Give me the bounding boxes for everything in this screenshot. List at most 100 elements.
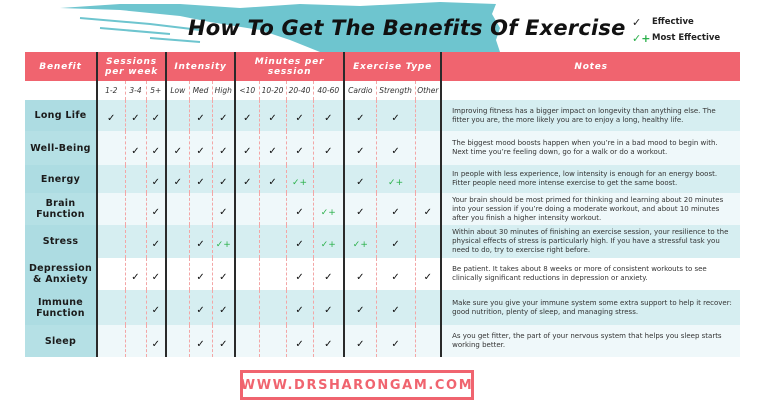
rating-cell: ✓ xyxy=(146,225,168,258)
rating-cell: ✓ xyxy=(259,165,287,193)
rating-cell: ✓+ xyxy=(313,225,346,258)
rating-cell: ✓ xyxy=(146,100,168,131)
benefit-label: Depression & Anxiety xyxy=(25,258,98,290)
table-row: Stress ✓ ✓ ✓+ ✓ ✓+ ✓+ ✓ Within about 30 minutes … xyxy=(25,225,741,258)
rating-cell xyxy=(97,290,126,325)
check-icon: ✓ xyxy=(196,271,205,283)
rating-cell: ✓ xyxy=(344,165,377,193)
rating-cell xyxy=(259,193,287,225)
rating-cell: ✓ xyxy=(344,290,377,325)
check-icon: ✓ xyxy=(391,271,400,283)
rating-cell xyxy=(415,131,443,165)
benefit-label: Immune Function xyxy=(25,290,98,325)
check-icon: ✓ xyxy=(196,176,205,188)
check-icon: ✓ xyxy=(391,239,400,250)
rating-cell xyxy=(313,165,346,193)
subheader: 5+ xyxy=(146,81,168,100)
rating-cell: ✓ xyxy=(212,193,237,225)
benefit-label: Long Life xyxy=(25,100,98,131)
rating-cell xyxy=(415,100,443,131)
rating-cell: ✓ xyxy=(146,325,168,357)
rating-cell: ✓ xyxy=(189,225,213,258)
check-icon: ✓ xyxy=(151,145,160,157)
check-plus-icon: ✓+ xyxy=(320,207,336,218)
check-icon: ✓ xyxy=(151,113,160,124)
table-row: Depression & Anxiety ✓ ✓ ✓ ✓ ✓ ✓ ✓ ✓ ✓ Be patient.… xyxy=(25,258,741,290)
table-row: Energy ✓ ✓ ✓ ✓ ✓ ✓ ✓+ ✓ ✓+ In people with less exp… xyxy=(25,165,741,193)
rating-cell: ✓ xyxy=(189,290,213,325)
rating-cell: ✓ xyxy=(376,290,416,325)
rating-cell: ✓ xyxy=(376,131,416,165)
rating-cell: ✓ xyxy=(313,100,346,131)
note-text: As you get fitter, the part of your nerv… xyxy=(441,325,741,357)
rating-cell: ✓ xyxy=(344,258,377,290)
check-icon: ✓ xyxy=(196,239,205,250)
subheader: 20-40 xyxy=(286,81,314,100)
check-icon: ✓ xyxy=(151,206,160,218)
rating-cell xyxy=(97,131,126,165)
rating-cell: ✓ xyxy=(146,131,168,165)
check-icon: ✓ xyxy=(243,176,252,188)
check-icon: ✓ xyxy=(151,239,160,250)
rating-cell: ✓ xyxy=(166,165,190,193)
check-icon: ✓ xyxy=(196,305,205,316)
rating-cell xyxy=(97,165,126,193)
benefit-label: Well-Being xyxy=(25,131,98,165)
check-icon: ✓ xyxy=(295,206,304,218)
rating-cell xyxy=(97,193,126,225)
check-icon: ✓ xyxy=(295,113,304,124)
rating-cell xyxy=(125,290,147,325)
rating-cell xyxy=(97,258,126,290)
rating-cell: ✓ xyxy=(286,225,314,258)
rating-cell: ✓ xyxy=(259,100,287,131)
check-icon: ✓ xyxy=(196,338,205,350)
check-icon: ✓ xyxy=(219,176,228,188)
check-icon: ✓ xyxy=(219,206,228,218)
table-row: Brain Function ✓ ✓ ✓ ✓+ ✓ ✓ ✓ Your brain should … xyxy=(25,193,741,225)
legend-most-effective: ✓+ Most Effective xyxy=(632,30,720,46)
rating-cell: ✓+ xyxy=(344,225,377,258)
rating-cell: ✓ xyxy=(376,325,416,357)
website-url-link[interactable]: WWW.DRSHARONGAM.COM xyxy=(240,370,474,400)
check-icon: ✓ xyxy=(356,145,365,157)
rating-cell: ✓+ xyxy=(212,225,237,258)
check-icon: ✓ xyxy=(219,338,228,350)
check-icon: ✓ xyxy=(295,145,304,157)
check-icon: ✓ xyxy=(295,271,304,283)
check-icon: ✓ xyxy=(131,271,140,283)
rating-cell: ✓ xyxy=(344,325,377,357)
table-row: Sleep ✓ ✓ ✓ ✓ ✓ ✓ ✓ As you get fitter, the part … xyxy=(25,325,741,357)
check-icon: ✓ xyxy=(295,239,304,250)
note-text: Within about 30 minutes of finishing an … xyxy=(441,225,741,258)
note-text: The biggest mood boosts happen when you’… xyxy=(441,131,741,165)
legend: ✓ Effective ✓+ Most Effective xyxy=(632,14,720,46)
note-text: In people with less experience, low inte… xyxy=(441,165,741,193)
rating-cell: ✓ xyxy=(313,258,346,290)
rating-cell xyxy=(166,100,190,131)
check-icon: ✓ xyxy=(632,15,642,29)
check-icon: ✓ xyxy=(268,145,277,157)
check-icon: ✓ xyxy=(196,113,205,124)
rating-cell: ✓ xyxy=(286,131,314,165)
rating-cell xyxy=(415,290,443,325)
rating-cell: ✓ xyxy=(415,258,443,290)
subheader: Low xyxy=(166,81,190,100)
benefit-label: Energy xyxy=(25,165,98,193)
subheader: 10-20 xyxy=(259,81,287,100)
note-text: Improving fitness has a bigger impact on… xyxy=(441,100,741,131)
rating-cell xyxy=(235,325,260,357)
check-icon: ✓ xyxy=(173,176,182,188)
rating-cell: ✓ xyxy=(235,100,260,131)
rating-cell: ✓ xyxy=(189,258,213,290)
rating-cell xyxy=(125,165,147,193)
brush-stroke-decoration xyxy=(60,2,500,52)
rating-cell: ✓ xyxy=(235,131,260,165)
check-icon: ✓ xyxy=(151,338,160,350)
check-icon: ✓ xyxy=(243,113,252,124)
check-icon: ✓ xyxy=(219,113,228,124)
check-icon: ✓ xyxy=(356,176,365,188)
subheader: High xyxy=(212,81,237,100)
rating-cell xyxy=(166,290,190,325)
rating-cell: ✓ xyxy=(344,100,377,131)
check-icon: ✓ xyxy=(391,305,400,316)
